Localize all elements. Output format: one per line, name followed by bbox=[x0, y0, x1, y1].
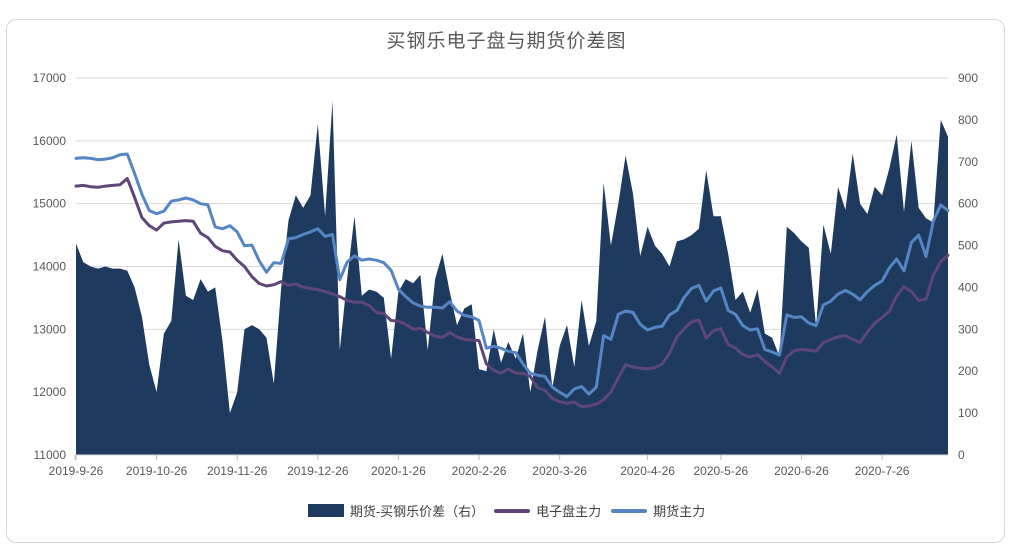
left-axis-label: 15000 bbox=[33, 197, 67, 211]
left-axis-label: 17000 bbox=[33, 71, 67, 85]
x-axis-label: 2019-11-26 bbox=[207, 464, 268, 478]
x-axis-label: 2020-7-26 bbox=[855, 464, 910, 478]
x-axis-label: 2019-12-26 bbox=[287, 464, 349, 478]
chart-title: 买钢乐电子盘与期货价差图 bbox=[386, 31, 627, 52]
right-axis-label: 700 bbox=[958, 155, 978, 169]
area-series-spread bbox=[76, 101, 948, 455]
legend-label: 期货-买钢乐价差（右） bbox=[349, 504, 485, 519]
legend-label: 期货主力 bbox=[653, 504, 706, 519]
left-axis-label: 13000 bbox=[33, 322, 67, 336]
x-axis-label: 2020-1-26 bbox=[371, 464, 426, 478]
legend-item-1: 电子盘主力 bbox=[494, 501, 601, 520]
legend-swatch-area bbox=[307, 504, 344, 517]
legend-label: 电子盘主力 bbox=[536, 504, 602, 519]
x-axis-label: 2020-5-26 bbox=[693, 464, 748, 478]
left-axis-label: 14000 bbox=[33, 260, 67, 274]
left-axis-label: 12000 bbox=[33, 385, 67, 399]
left-axis-label: 16000 bbox=[33, 134, 67, 148]
legend-item-0: 期货-买钢乐价差（右） bbox=[307, 501, 485, 520]
legend-swatch-line bbox=[494, 508, 531, 513]
right-axis-label: 100 bbox=[958, 406, 978, 420]
right-axis-label: 800 bbox=[958, 113, 978, 127]
x-axis-label: 2020-4-26 bbox=[620, 464, 675, 478]
x-axis-label: 2020-6-26 bbox=[774, 464, 829, 478]
left-axis-label: 11000 bbox=[34, 448, 67, 462]
x-axis-label: 2019-10-26 bbox=[126, 464, 188, 478]
right-axis-label: 0 bbox=[958, 448, 965, 462]
line-series-edisk bbox=[74, 177, 950, 409]
line-series-futures bbox=[74, 152, 950, 399]
x-axis-label: 2019-9-26 bbox=[49, 464, 104, 478]
x-axis-label: 2020-3-26 bbox=[532, 464, 587, 478]
x-axis-label: 2020-2-26 bbox=[452, 464, 507, 478]
legend-swatch-line bbox=[611, 508, 648, 513]
right-axis-label: 900 bbox=[958, 71, 978, 85]
right-axis-label: 200 bbox=[958, 364, 978, 378]
legend-item-2: 期货主力 bbox=[611, 501, 705, 520]
right-axis-label: 400 bbox=[958, 280, 978, 294]
right-axis-label: 300 bbox=[958, 322, 978, 336]
legend: 期货-买钢乐价差（右） 电子盘主力 期货主力 bbox=[0, 501, 1013, 520]
right-axis-label: 500 bbox=[958, 239, 978, 253]
right-axis-label: 600 bbox=[958, 197, 978, 211]
